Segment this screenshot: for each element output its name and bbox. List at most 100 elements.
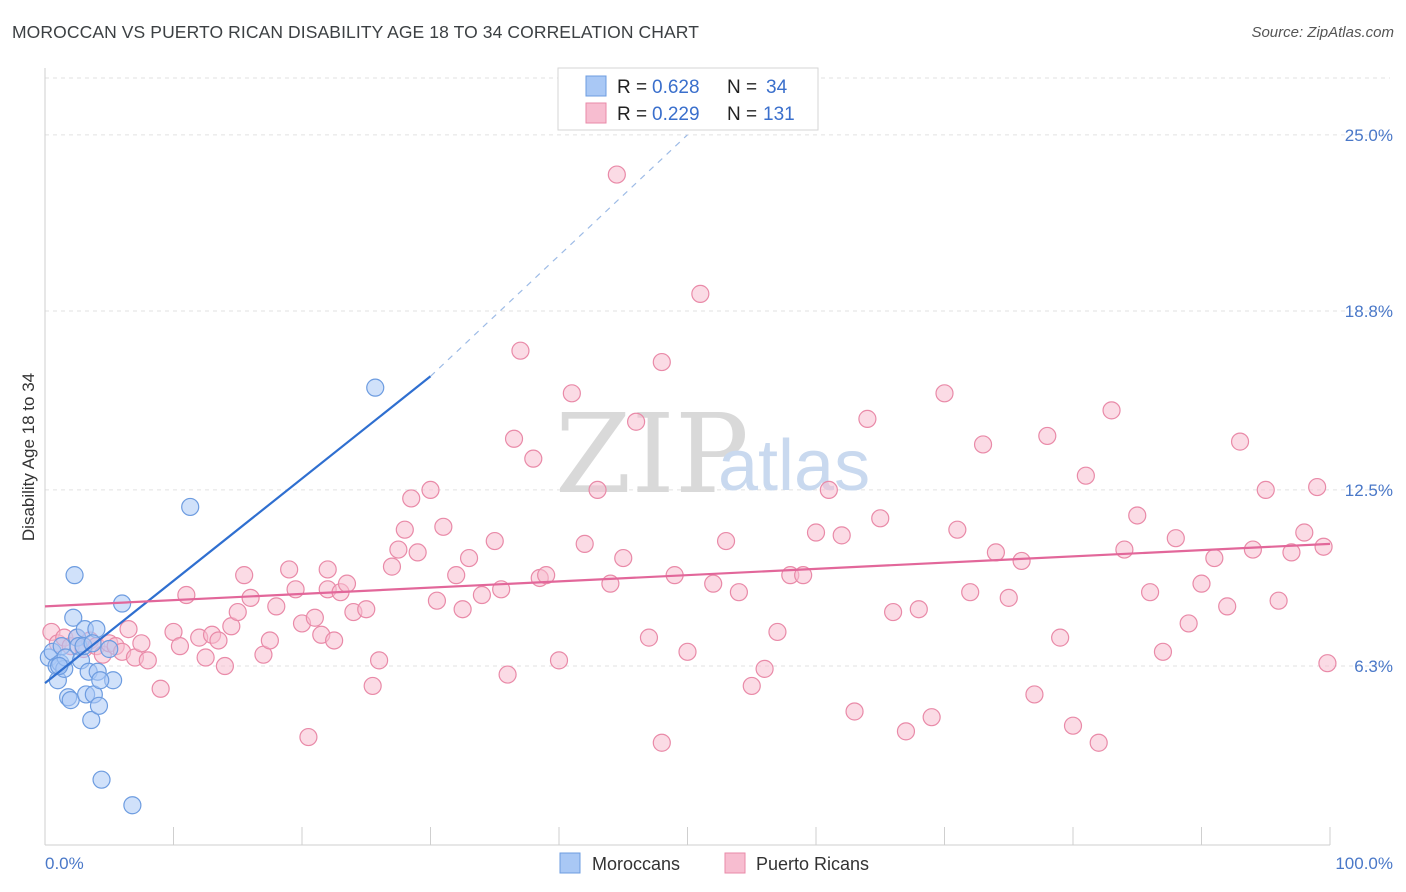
point-puerto-ricans-117 xyxy=(1218,597,1237,616)
point-puerto-ricans-53 xyxy=(447,566,466,585)
point-puerto-ricans-90 xyxy=(871,509,890,528)
point-puerto-ricans-109 xyxy=(1115,540,1134,559)
point-puerto-ricans-26 xyxy=(228,602,247,622)
point-puerto-ricans-28 xyxy=(241,588,260,607)
source-credit: Source: ZipAtlas.com xyxy=(1251,24,1394,41)
point-puerto-ricans-115 xyxy=(1192,574,1211,593)
legend-r-label-puerto-ricans: R = xyxy=(617,104,647,125)
legend-n-label-moroccans: N = xyxy=(727,77,757,98)
point-puerto-ricans-57 xyxy=(485,531,504,551)
point-puerto-ricans-122 xyxy=(1282,543,1301,562)
tick-labels: 6.3% 12.5% 18.8% 25.0% 0.0% 100.0% xyxy=(45,126,1393,873)
trend-lines xyxy=(44,134,1331,684)
axes xyxy=(44,68,1331,846)
point-puerto-ricans-118 xyxy=(1230,432,1250,451)
point-puerto-ricans-82 xyxy=(768,622,787,642)
point-puerto-ricans-91 xyxy=(883,602,903,622)
point-puerto-ricans-61 xyxy=(511,341,530,360)
point-puerto-ricans-120 xyxy=(1256,480,1275,500)
legend-n-value-puerto-ricans: 131 xyxy=(763,104,795,125)
point-puerto-ricans-71 xyxy=(626,412,646,431)
point-puerto-ricans-14 xyxy=(132,634,151,653)
point-puerto-ricans-80 xyxy=(742,676,761,696)
point-puerto-ricans-94 xyxy=(922,708,941,727)
point-puerto-ricans-89 xyxy=(858,409,877,428)
point-puerto-ricans-72 xyxy=(639,628,659,647)
point-puerto-ricans-51 xyxy=(427,591,447,610)
point-puerto-ricans-105 xyxy=(1063,716,1083,735)
point-puerto-ricans-77 xyxy=(704,574,723,593)
point-moroccans-25 xyxy=(100,639,119,659)
point-puerto-ricans-70 xyxy=(614,548,633,568)
y-tick-label-0: 6.3% xyxy=(1354,657,1393,676)
point-puerto-ricans-12 xyxy=(119,620,138,639)
x-tick-label-0: 0.0% xyxy=(45,854,84,873)
point-puerto-ricans-127 xyxy=(318,560,337,579)
chart-title: MOROCCAN VS PUERTO RICAN DISABILITY AGE … xyxy=(12,22,700,42)
point-moroccans-9 xyxy=(61,691,80,710)
point-moroccans-24 xyxy=(92,770,111,789)
point-puerto-ricans-81 xyxy=(755,659,774,678)
bottom-legend-label-moroccans: Moroccans xyxy=(592,854,680,874)
point-puerto-ricans-59 xyxy=(498,665,517,684)
point-puerto-ricans-66 xyxy=(562,384,581,403)
point-puerto-ricans-49 xyxy=(408,543,427,562)
point-puerto-ricans-107 xyxy=(1089,733,1108,752)
point-puerto-ricans-110 xyxy=(1128,506,1147,525)
point-puerto-ricans-68 xyxy=(588,480,607,500)
bottom-legend-label-puerto-ricans: Puerto Ricans xyxy=(756,854,869,874)
y-tick-label-1: 12.5% xyxy=(1345,481,1393,500)
point-puerto-ricans-15 xyxy=(138,651,157,670)
point-puerto-ricans-124 xyxy=(1308,477,1327,497)
point-puerto-ricans-42 xyxy=(357,600,376,619)
point-puerto-ricans-97 xyxy=(961,583,980,602)
bottom-legend-swatch-puerto-ricans xyxy=(724,852,746,874)
point-puerto-ricans-84 xyxy=(794,566,813,585)
point-puerto-ricans-56 xyxy=(472,585,491,605)
watermark: ZIP atlas xyxy=(555,390,870,518)
point-puerto-ricans-119 xyxy=(1243,540,1263,559)
point-puerto-ricans-114 xyxy=(1179,614,1198,633)
point-puerto-ricans-65 xyxy=(549,651,569,670)
point-puerto-ricans-43 xyxy=(363,676,382,696)
watermark-atlas-text: atlas xyxy=(718,426,870,506)
legend-r-label-moroccans: R = xyxy=(617,77,647,98)
legend-bottom: Moroccans Puerto Ricans xyxy=(559,852,869,874)
point-puerto-ricans-121 xyxy=(1269,591,1288,610)
point-puerto-ricans-31 xyxy=(267,597,286,616)
point-puerto-ricans-35 xyxy=(305,608,324,627)
point-puerto-ricans-129 xyxy=(607,165,626,184)
y-tick-label-3: 25.0% xyxy=(1345,126,1393,145)
point-puerto-ricans-116 xyxy=(1205,548,1224,568)
trend-line-puerto-ricans xyxy=(44,542,1331,608)
point-puerto-ricans-98 xyxy=(973,435,993,454)
legend-swatch-puerto-ricans xyxy=(585,102,607,124)
point-moroccans-33 xyxy=(181,497,200,517)
legend-r-value-puerto-ricans: 0.229 xyxy=(652,104,700,125)
point-puerto-ricans-19 xyxy=(177,585,196,605)
point-puerto-ricans-47 xyxy=(395,520,414,539)
legend-r-value-moroccans: 0.628 xyxy=(652,77,700,98)
point-puerto-ricans-79 xyxy=(729,583,749,602)
point-puerto-ricans-87 xyxy=(832,526,851,545)
point-moroccans-30 xyxy=(91,671,110,690)
point-puerto-ricans-78 xyxy=(716,531,736,551)
point-puerto-ricans-54 xyxy=(453,600,472,619)
y-axis-label: Disability Age 18 to 34 xyxy=(19,373,38,541)
point-puerto-ricans-113 xyxy=(1166,529,1185,548)
point-puerto-ricans-104 xyxy=(1051,628,1070,647)
point-puerto-ricans-55 xyxy=(459,548,479,568)
watermark-zip-text: ZIP xyxy=(555,390,749,518)
point-puerto-ricans-106 xyxy=(1076,466,1095,485)
point-puerto-ricans-101 xyxy=(1012,551,1031,571)
point-puerto-ricans-88 xyxy=(845,702,864,721)
point-puerto-ricans-125 xyxy=(1314,537,1333,556)
point-moroccans-23 xyxy=(89,696,109,715)
point-puerto-ricans-45 xyxy=(382,557,402,576)
legend-n-value-moroccans: 34 xyxy=(766,77,788,98)
point-puerto-ricans-18 xyxy=(170,637,190,656)
point-puerto-ricans-96 xyxy=(948,520,967,539)
point-moroccans-11 xyxy=(65,566,84,585)
legend-swatch-moroccans xyxy=(585,75,607,97)
point-moroccans-19 xyxy=(82,710,101,730)
